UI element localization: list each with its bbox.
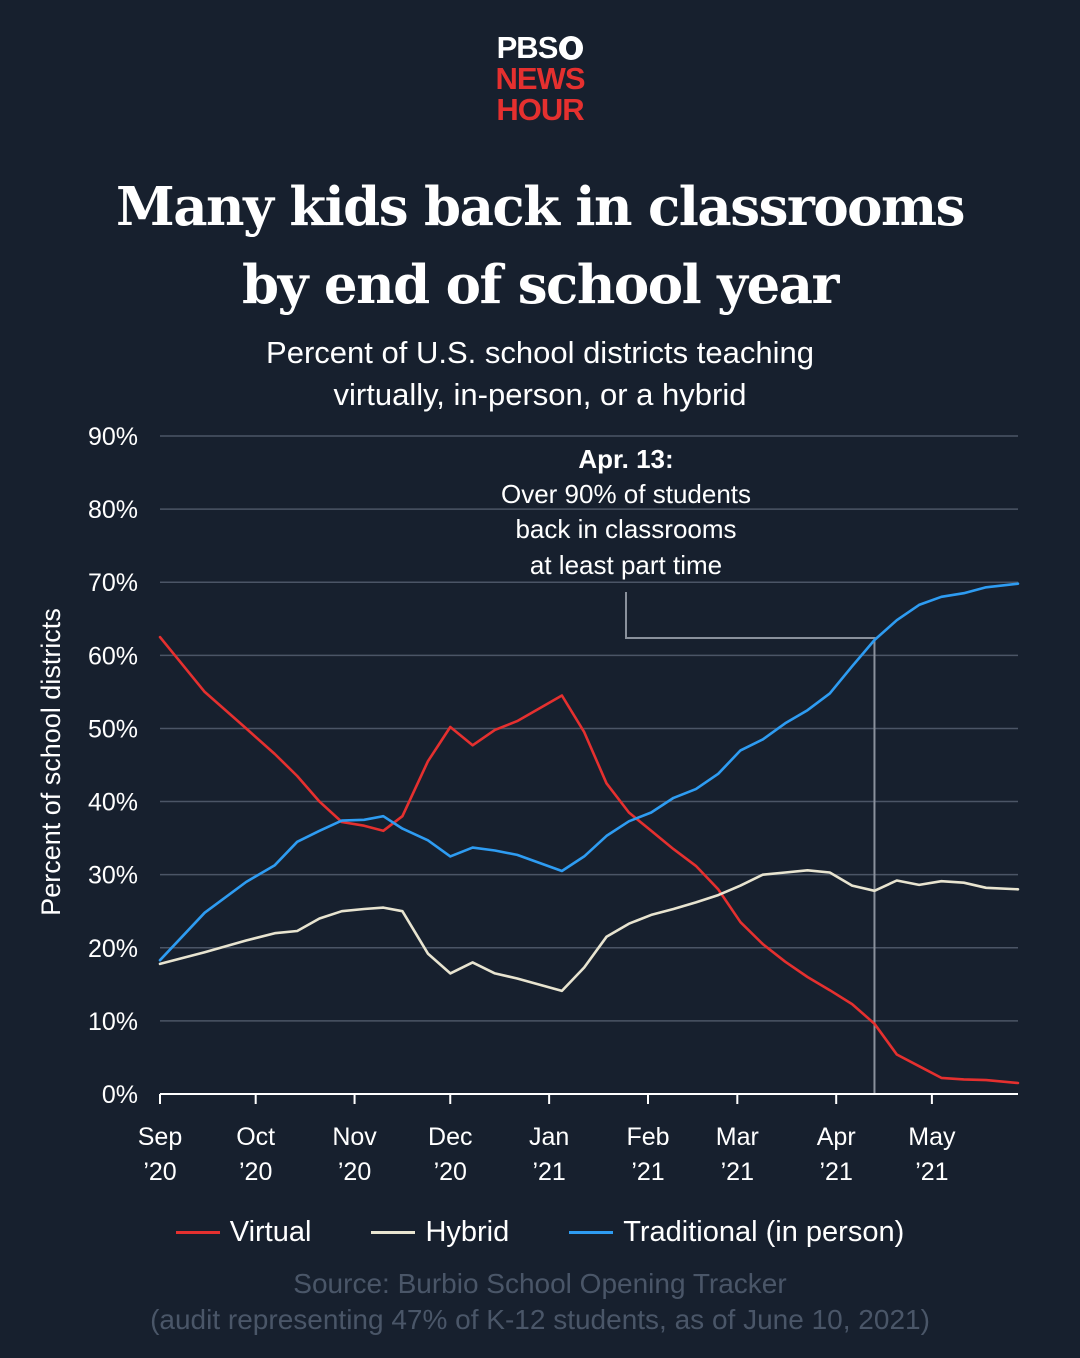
x-tick-year-nov: ’20 — [338, 1158, 371, 1186]
pbs-head-icon — [559, 36, 584, 60]
series-line-virtual — [158, 635, 1020, 1085]
source-line-1: Source: Burbio School Opening Tracker — [293, 1268, 787, 1299]
y-axis-label: Percent of school districts — [36, 608, 66, 916]
subtitle-line-2: virtually, in-person, or a hybrid — [333, 377, 747, 412]
title-line-1: Many kids back in classrooms — [116, 176, 965, 238]
logo-line-pbs: PBS — [0, 32, 1080, 63]
x-tick-month-mar: Mar — [716, 1123, 759, 1151]
line-chart: 0% 10% 20% 30% 40% 50% 60% 70% 80% 90% Percent of… — [36, 423, 1020, 1186]
logo-line-hour: HOUR — [496, 92, 584, 127]
y-tick-label-70: 70% — [88, 569, 138, 597]
y-tick-label-0: 0% — [102, 1081, 138, 1109]
annotation-leader-line — [625, 592, 876, 1094]
annotation-line-3: at least part time — [530, 550, 722, 580]
y-tick-label-60: 60% — [88, 642, 138, 670]
x-tick-month-apr: Apr — [817, 1123, 856, 1151]
legend-label-traditional: Traditional (in person) — [623, 1215, 905, 1248]
pbs-newshour-logo: PBS NEWS HOUR — [0, 32, 1080, 125]
x-tick-year-apr: ’21 — [820, 1158, 853, 1186]
x-tick-month-oct: Oct — [236, 1123, 275, 1151]
x-tick-month-may: May — [908, 1123, 956, 1151]
y-tick-label-50: 50% — [88, 715, 138, 743]
x-tick-year-jan: ’21 — [532, 1158, 565, 1186]
annotation: Apr. 13: Over 90% of students back in cl… — [501, 444, 876, 1094]
title-line-2: by end of school year — [242, 254, 839, 316]
chart-subtitle: Percent of U.S. school districts teachin… — [0, 332, 1080, 416]
annotation-line-1: Over 90% of students — [501, 479, 751, 509]
legend-item-hybrid: Hybrid — [371, 1216, 509, 1249]
legend-swatch-virtual — [175, 1230, 220, 1234]
y-tick-label-30: 30% — [88, 862, 138, 890]
legend-swatch-traditional — [569, 1230, 614, 1234]
annotation-line-2: back in classrooms — [515, 514, 736, 544]
legend-item-virtual: Virtual — [175, 1215, 312, 1249]
annotation-heading: Apr. 13: — [578, 444, 673, 474]
subtitle-line-1: Percent of U.S. school districts teachin… — [266, 335, 814, 370]
y-tick-label-40: 40% — [88, 789, 138, 817]
x-tick-month-nov: Nov — [332, 1123, 377, 1151]
logo-line-news: NEWS — [495, 61, 586, 96]
x-axis: Sep ’20 Oct ’20 Nov ’20 Dec ’20 Jan ’21 Feb ’21 Mar ’… — [138, 1093, 1018, 1186]
y-tick-label-90: 90% — [88, 423, 138, 451]
x-tick-year-may: ’21 — [915, 1158, 948, 1186]
source-line-2: (audit representing 47% of K-12 students… — [150, 1304, 930, 1335]
y-tick-label-80: 80% — [88, 496, 138, 524]
x-tick-month-jan: Jan — [529, 1123, 569, 1151]
x-tick-year-dec: ’20 — [434, 1158, 467, 1186]
y-tick-label-20: 20% — [88, 935, 138, 963]
legend-swatch-hybrid — [371, 1230, 416, 1234]
legend-label-virtual: Virtual — [229, 1215, 312, 1248]
series-line-traditional — [158, 582, 1020, 962]
x-tick-month-sep: Sep — [138, 1123, 182, 1151]
x-tick-month-feb: Feb — [626, 1123, 669, 1151]
data-series — [158, 582, 1020, 1085]
x-tick-year-sep: ’20 — [143, 1158, 176, 1186]
source-note: Source: Burbio School Opening Tracker (a… — [0, 1266, 1080, 1338]
x-tick-year-oct: ’20 — [239, 1158, 272, 1186]
x-tick-month-dec: Dec — [428, 1123, 472, 1151]
x-tick-year-mar: ’21 — [721, 1158, 754, 1186]
x-tick-year-feb: ’21 — [631, 1158, 664, 1186]
y-tick-label-10: 10% — [88, 1008, 138, 1036]
legend: Virtual Hybrid Traditional (in person) — [0, 1212, 1080, 1252]
legend-label-hybrid: Hybrid — [425, 1215, 510, 1248]
y-axis-tick-labels: 0% 10% 20% 30% 40% 50% 60% 70% 80% 90% — [88, 423, 138, 1109]
series-line-hybrid — [158, 868, 1020, 993]
page-title: Many kids back in classrooms by end of s… — [0, 168, 1080, 324]
legend-item-traditional: Traditional (in person) — [569, 1216, 904, 1249]
